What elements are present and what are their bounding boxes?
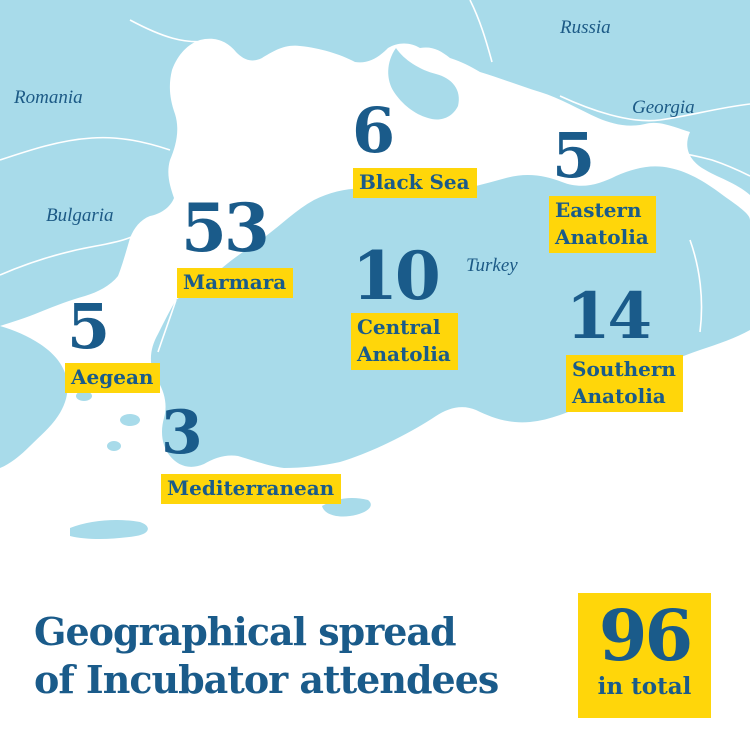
country-label-romania: Romania (14, 87, 83, 108)
region-label-southern-anatolia: Southern Anatolia (566, 355, 683, 412)
region-label-black-sea: Black Sea (353, 168, 477, 198)
country-label-russia: Russia (560, 17, 611, 38)
title-line-1: Geographical spread (34, 609, 457, 654)
island (120, 414, 140, 426)
region-label-line: Mediterranean (167, 476, 335, 500)
region-count-black-sea: 6 (352, 94, 395, 167)
region-count-marmara: 53 (181, 189, 270, 267)
region-label-line: Anatolia (357, 342, 451, 366)
region-label-line: Anatolia (555, 225, 649, 249)
region-label-mediterranean: Mediterranean (161, 474, 342, 504)
region-label-central-anatolia: Central Anatolia (351, 313, 458, 370)
total-badge: 96 in total (578, 593, 711, 718)
region-count-central-anatolia: 10 (352, 237, 441, 315)
greece (0, 326, 68, 468)
page-title: Geographical spread of Incubator attende… (34, 608, 499, 704)
title-line-2: of Incubator attendees (34, 657, 499, 702)
region-count-mediterranean: 3 (161, 398, 203, 468)
region-label-line: Black Sea (359, 170, 470, 194)
crete (70, 520, 148, 539)
total-value: 96 (598, 594, 693, 677)
total-label: in total (597, 673, 692, 700)
region-label-line: Central (357, 315, 441, 339)
island (76, 391, 92, 401)
region-label-line: Southern (572, 357, 676, 381)
region-count-eastern-anatolia: 5 (552, 119, 595, 192)
region-label-marmara: Marmara (177, 268, 294, 298)
region-label-line: Anatolia (572, 384, 666, 408)
region-count-aegean: 5 (67, 290, 110, 363)
country-label-turkey: Turkey (466, 255, 518, 276)
region-label-line: Aegean (71, 365, 154, 389)
country-label-bulgaria: Bulgaria (46, 205, 114, 226)
region-label-aegean: Aegean (65, 363, 161, 393)
country-label-georgia: Georgia (632, 97, 695, 118)
northern-land (0, 0, 750, 326)
island (107, 441, 121, 451)
region-label-eastern-anatolia: Eastern Anatolia (549, 196, 656, 253)
region-label-line: Eastern (555, 198, 642, 222)
crimea (388, 48, 459, 120)
region-count-southern-anatolia: 14 (566, 279, 652, 354)
region-label-line: Marmara (183, 270, 287, 294)
